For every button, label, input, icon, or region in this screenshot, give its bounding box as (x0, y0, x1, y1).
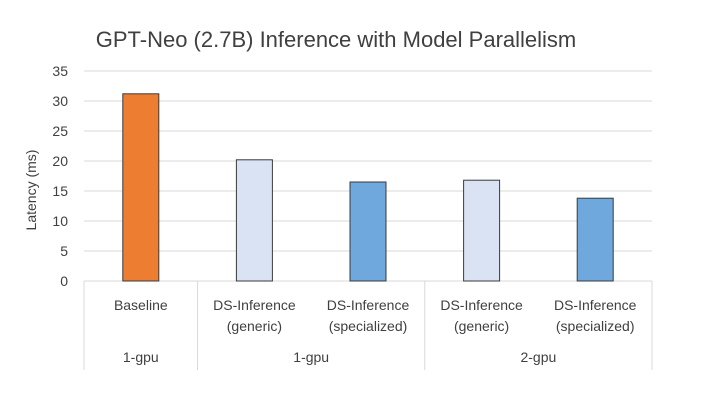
bar (122, 93, 160, 282)
category-label: DS-Inference (440, 297, 523, 313)
bar (576, 197, 614, 282)
y-tick-label: 15 (52, 183, 68, 199)
category-label: DS-Inference (327, 297, 410, 313)
category-label: Baseline (114, 297, 168, 313)
category-label: (generic) (454, 318, 509, 334)
y-axis-label: Latency (ms) (23, 150, 39, 231)
y-tick-label: 30 (52, 93, 68, 109)
category-label: (generic) (227, 318, 282, 334)
y-tick-label: 0 (60, 273, 68, 289)
group-labels: 1-gpu 1-gpu 2-gpu (83, 281, 653, 370)
y-tick-label: 5 (60, 243, 68, 259)
bars (122, 93, 614, 282)
category-label: DS-Inference (554, 297, 637, 313)
category-label: DS-Inference (213, 297, 296, 313)
y-tick-label: 25 (52, 123, 68, 139)
y-tick-label: 20 (52, 153, 68, 169)
bar (349, 181, 387, 282)
y-tick-label: 35 (52, 63, 68, 79)
y-tick-label: 10 (52, 213, 68, 229)
category-labels: Baseline DS-Inference (generic) DS-Inferenc… (114, 297, 637, 334)
y-tick-labels: 0 5 10 15 20 25 30 35 (52, 63, 68, 289)
category-label: (specialized) (329, 318, 408, 334)
group-label: 1-gpu (293, 349, 329, 365)
bar (463, 179, 501, 282)
category-label: (specialized) (556, 318, 635, 334)
group-label: 1-gpu (123, 349, 159, 365)
group-label: 2-gpu (520, 349, 556, 365)
chart-title: GPT-Neo (2.7B) Inference with Model Para… (96, 27, 577, 52)
bar (235, 159, 273, 282)
